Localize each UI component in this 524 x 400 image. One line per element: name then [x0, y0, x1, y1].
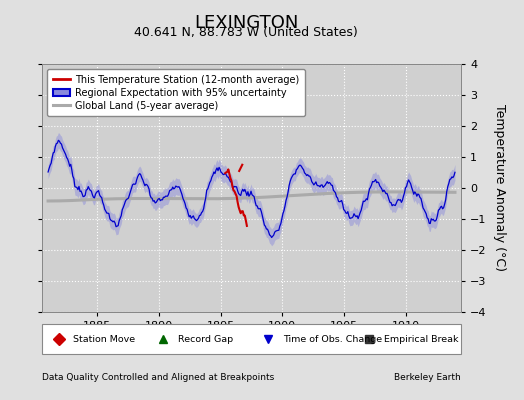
FancyBboxPatch shape [42, 324, 461, 354]
Text: Station Move: Station Move [73, 334, 136, 344]
Y-axis label: Temperature Anomaly (°C): Temperature Anomaly (°C) [493, 104, 506, 272]
Text: LEXINGTON: LEXINGTON [194, 14, 299, 32]
Text: Empirical Break: Empirical Break [384, 334, 458, 344]
Text: Record Gap: Record Gap [178, 334, 233, 344]
Text: Time of Obs. Change: Time of Obs. Change [283, 334, 382, 344]
Legend: This Temperature Station (12-month average), Regional Expectation with 95% uncer: This Temperature Station (12-month avera… [47, 69, 305, 116]
Text: 40.641 N, 88.783 W (United States): 40.641 N, 88.783 W (United States) [134, 26, 358, 39]
Text: Data Quality Controlled and Aligned at Breakpoints: Data Quality Controlled and Aligned at B… [42, 374, 274, 382]
Text: Berkeley Earth: Berkeley Earth [395, 374, 461, 382]
